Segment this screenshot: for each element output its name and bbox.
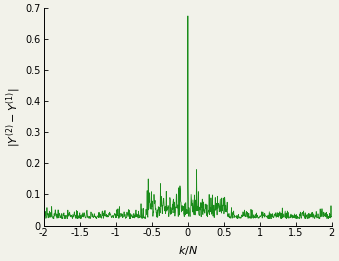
X-axis label: $k/N$: $k/N$ [178, 244, 198, 257]
Y-axis label: $|Y^{(2)} - Y^{(1)}|$: $|Y^{(2)} - Y^{(1)}|$ [4, 87, 23, 147]
